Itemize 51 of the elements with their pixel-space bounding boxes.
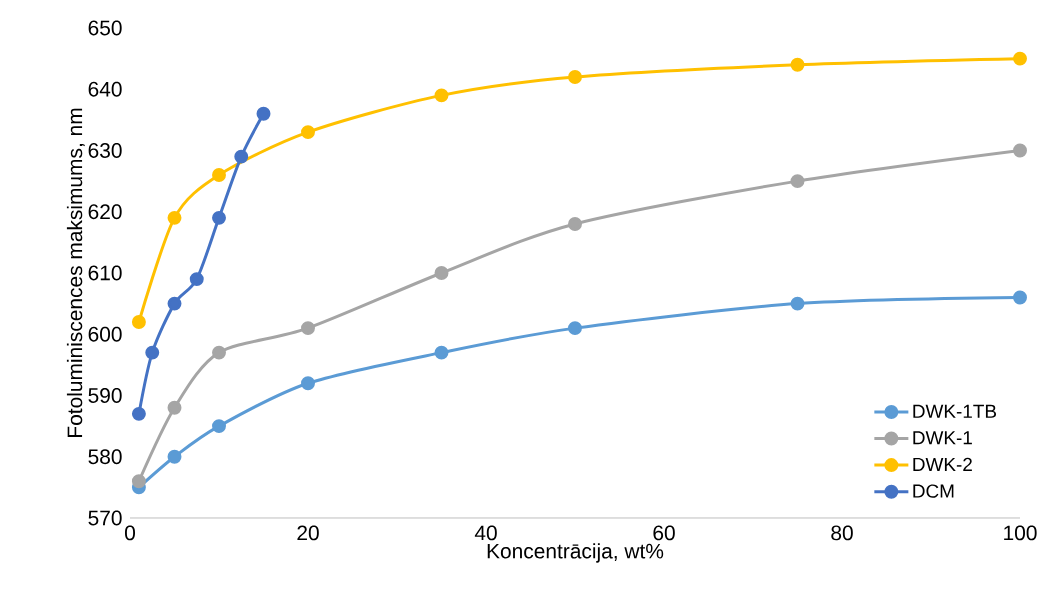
y-tick-label: 580 (88, 449, 122, 465)
point (145, 345, 160, 360)
point (301, 321, 315, 336)
y-tick-label: 590 (88, 388, 122, 403)
point (212, 168, 226, 182)
point (212, 345, 226, 360)
legend-label: DWK-1 (913, 431, 972, 445)
point (131, 406, 146, 421)
y-tick-label: 650 (88, 20, 122, 36)
y-tick-label: 610 (88, 265, 122, 281)
point (256, 106, 271, 121)
y-tick-label: 620 (88, 204, 122, 220)
point (1013, 143, 1027, 158)
x-tick-label: 0 (125, 525, 135, 541)
point (212, 210, 226, 225)
y-tick-label: 600 (88, 326, 122, 342)
point (131, 315, 146, 329)
point (1013, 290, 1027, 305)
point (568, 217, 582, 231)
y-tick-label: 570 (88, 510, 122, 526)
x-axis-title: Koncentrācija, wt% (487, 543, 664, 563)
point (568, 70, 582, 84)
point (790, 296, 805, 311)
point (568, 321, 582, 336)
point (434, 345, 449, 360)
point (189, 272, 204, 287)
point (167, 296, 182, 311)
x-tick-label: 40 (474, 525, 497, 541)
point (167, 210, 182, 225)
y-axis-title: Fotoluminiscences maksimums, nm (66, 108, 85, 437)
legend-label: DWK-2 (913, 457, 972, 471)
point (1013, 51, 1027, 66)
point (167, 449, 182, 464)
point (167, 400, 182, 415)
point (234, 149, 249, 164)
y-tick-label: 640 (88, 81, 122, 97)
point (434, 266, 449, 280)
x-tick-label: 60 (653, 525, 675, 541)
legend-label: DWK-1TB (913, 404, 997, 418)
x-tick-label: 20 (297, 525, 319, 541)
point (790, 174, 805, 189)
point (212, 419, 226, 434)
point (301, 376, 315, 391)
point (131, 474, 146, 489)
x-tick-label: 80 (831, 525, 853, 541)
legend-label: DCM (913, 484, 954, 498)
x-tick-label: 100 (1004, 525, 1037, 541)
point (790, 57, 805, 72)
point (434, 88, 449, 103)
point (301, 125, 315, 140)
y-tick-label: 630 (88, 143, 122, 158)
